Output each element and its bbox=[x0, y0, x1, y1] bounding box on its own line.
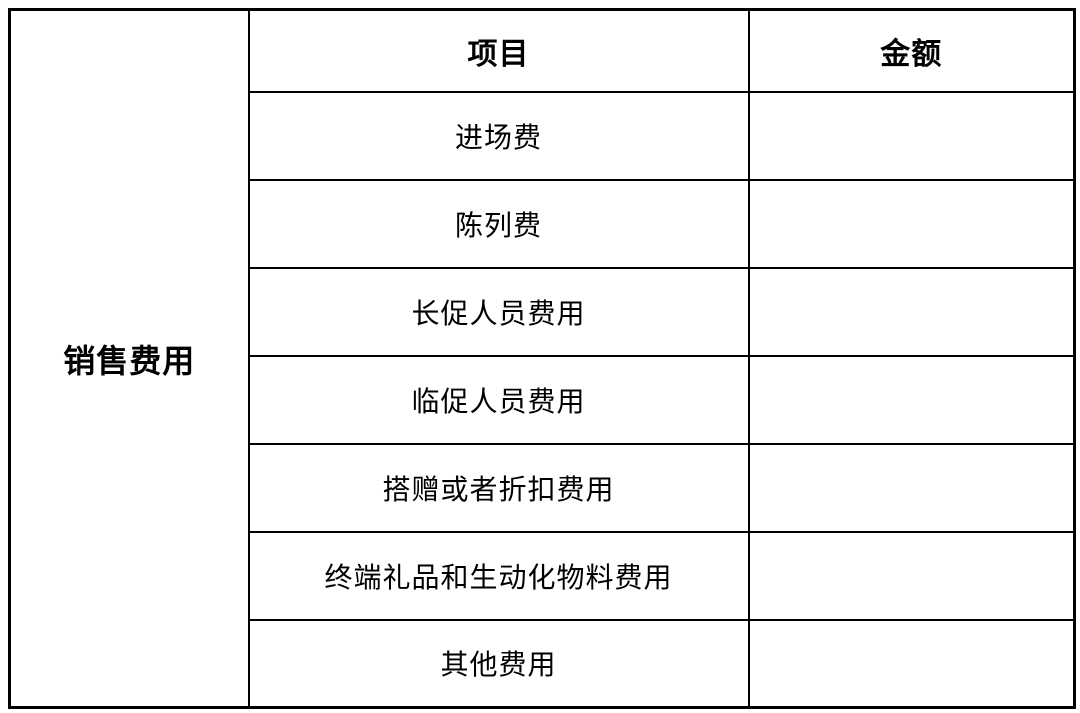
amount-cell bbox=[747, 266, 1076, 357]
item-cell: 终端礼品和生动化物料费用 bbox=[247, 530, 750, 621]
item-cell: 临促人员费用 bbox=[247, 354, 750, 445]
table-row: 终端礼品和生动化物料费用 bbox=[10, 530, 1076, 621]
table-row: 搭赠或者折扣费用 bbox=[10, 442, 1076, 533]
amount-cell bbox=[747, 178, 1076, 269]
item-cell: 长促人员费用 bbox=[247, 266, 750, 357]
amount-cell bbox=[747, 530, 1076, 621]
table-row: 陈列费 bbox=[10, 178, 1076, 269]
table-row: 进场费 bbox=[10, 90, 1076, 181]
sales-expense-table: 销售费用 项目 金额 进场费 陈列费 长促人员费用 临促人员费用 搭赠或者折扣费… bbox=[8, 8, 1076, 709]
amount-cell bbox=[747, 354, 1076, 445]
item-cell: 搭赠或者折扣费用 bbox=[247, 442, 750, 533]
item-cell: 其他费用 bbox=[247, 618, 750, 709]
column-header-item: 项目 bbox=[247, 8, 750, 93]
table-row: 其他费用 bbox=[10, 618, 1076, 709]
amount-cell bbox=[747, 618, 1076, 709]
table-header-row: 销售费用 项目 金额 bbox=[8, 8, 1076, 709]
table-row: 长促人员费用 bbox=[10, 266, 1076, 357]
table-row: 临促人员费用 bbox=[10, 354, 1076, 445]
group-header-cell: 销售费用 bbox=[8, 8, 250, 709]
column-header-amount: 金额 bbox=[747, 8, 1076, 93]
amount-cell bbox=[747, 442, 1076, 533]
amount-cell bbox=[747, 90, 1076, 181]
item-cell: 陈列费 bbox=[247, 178, 750, 269]
item-cell: 进场费 bbox=[247, 90, 750, 181]
